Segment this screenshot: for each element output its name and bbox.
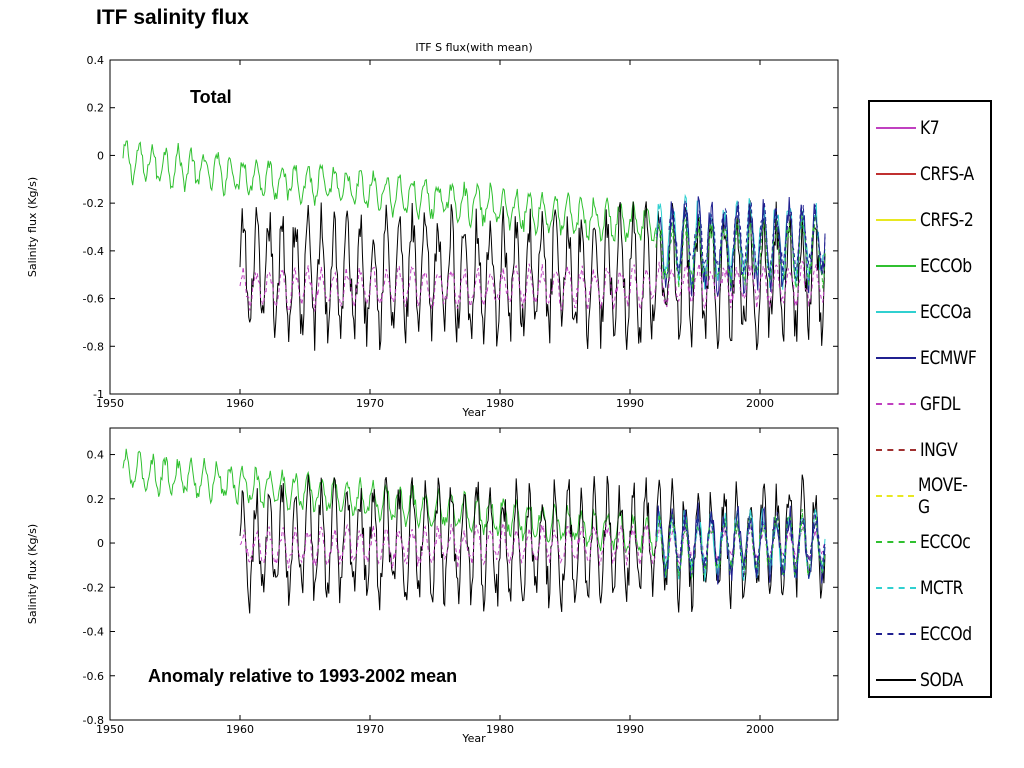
x-tick-label: 1980 — [486, 723, 514, 736]
legend-label: CRFS-2 — [920, 209, 974, 231]
legend-item-ingv: INGV — [876, 435, 966, 465]
y-tick-label: 0.4 — [87, 54, 105, 67]
legend-swatch — [876, 679, 916, 681]
y-tick-label: -0.4 — [83, 245, 104, 258]
legend-label: GFDL — [920, 393, 961, 415]
panel-top-annotation: Total — [190, 87, 232, 107]
legend-item-eccoa: ECCOa — [876, 297, 983, 327]
legend-item-crfs-a: CRFS-A — [876, 159, 986, 189]
legend-label: MOVE-G — [918, 474, 968, 518]
series-line-eccoc — [655, 211, 826, 290]
series-line-eccod — [668, 199, 826, 280]
legend-label: MCTR — [920, 577, 964, 599]
y-tick-label: 0.2 — [87, 493, 105, 506]
series-line-soda — [239, 474, 826, 614]
chart-panel-anomaly: 1950 1960 1970 1980 1990 2000 0.4 0.2 0 -0.2 -0.4 -… — [26, 427, 839, 745]
series-line-eccoc — [655, 508, 826, 580]
chart-title: ITF S flux(with mean) — [415, 41, 532, 54]
series-line-eccob — [122, 140, 657, 242]
legend-swatch — [876, 173, 916, 175]
y-tick-label: -0.6 — [83, 670, 104, 683]
x-tick-label: 1950 — [96, 397, 124, 410]
y-tick-label: -0.2 — [83, 581, 104, 594]
legend-swatch — [876, 265, 916, 267]
y-axis-label: Salinity flux (Kg/s) — [26, 524, 39, 624]
legend-swatch — [876, 449, 916, 451]
legend-swatch — [876, 633, 916, 635]
legend-swatch — [876, 311, 916, 313]
legend-item-k7: K7 — [876, 113, 944, 143]
x-tick-label: 1990 — [616, 723, 644, 736]
legend: K7 CRFS-A CRFS-2 ECCOb ECCOa ECMWF GFDL INGV MOV… — [868, 100, 992, 698]
legend-swatch — [876, 219, 916, 221]
legend-swatch — [876, 541, 916, 543]
legend-label: SODA — [920, 669, 963, 691]
x-tick-label: 1980 — [486, 397, 514, 410]
y-tick-label: -1 — [93, 388, 104, 401]
panel-bottom-annotation: Anomaly relative to 1993-2002 mean — [148, 666, 458, 686]
x-tick-label: 1960 — [226, 723, 254, 736]
x-tick-label: 1970 — [356, 397, 384, 410]
y-tick-label: 0 — [97, 537, 104, 550]
legend-item-crfs-2: CRFS-2 — [876, 205, 985, 235]
legend-label: ECMWF — [920, 347, 977, 369]
series-line-eccod — [668, 511, 826, 578]
series-line-ecmwf — [655, 502, 826, 585]
y-tick-label: 0.2 — [87, 102, 105, 115]
legend-item-eccob: ECCOb — [876, 251, 983, 281]
x-axis-label: Year — [461, 406, 486, 419]
legend-label: ECCOc — [920, 531, 971, 553]
legend-swatch — [876, 127, 916, 129]
x-tick-label: 1990 — [616, 397, 644, 410]
x-tick-label: 1960 — [226, 397, 254, 410]
legend-swatch — [876, 357, 916, 359]
y-tick-label: 0 — [97, 149, 104, 162]
y-tick-label: -0.6 — [83, 293, 104, 306]
series-line-gfdl — [239, 260, 826, 313]
legend-item-eccoc: ECCOc — [876, 527, 981, 557]
legend-item-mctr: MCTR — [876, 573, 972, 603]
y-tick-label: -0.2 — [83, 197, 104, 210]
plot-frame — [109, 59, 839, 395]
y-tick-label: -0.4 — [83, 626, 104, 639]
legend-item-move-g: MOVE-G — [876, 474, 990, 518]
legend-item-gfdl: GFDL — [876, 389, 969, 419]
legend-label: CRFS-A — [920, 163, 974, 185]
legend-swatch — [876, 587, 916, 589]
legend-item-eccod: ECCOd — [876, 619, 983, 649]
legend-label: ECCOd — [920, 623, 972, 645]
slide-title: ITF salinity flux — [96, 6, 249, 29]
x-axis-label: Year — [461, 732, 486, 745]
legend-swatch — [876, 495, 915, 497]
legend-swatch — [876, 403, 916, 405]
y-tick-label: -0.8 — [83, 340, 104, 353]
legend-item-soda: SODA — [876, 665, 972, 695]
x-tick-label: 2000 — [746, 723, 774, 736]
y-tick-label: 0.4 — [87, 449, 105, 462]
series-line-eccob — [122, 448, 657, 557]
x-tick-label: 1950 — [96, 723, 124, 736]
x-tick-label: 1970 — [356, 723, 384, 736]
x-tick-label: 2000 — [746, 397, 774, 410]
legend-label: K7 — [920, 117, 940, 139]
legend-label: INGV — [920, 439, 958, 461]
chart-panel-total: ITF S flux(with mean) 1950 1960 1970 1980 199… — [26, 41, 839, 419]
legend-label: ECCOb — [920, 255, 972, 277]
legend-item-ecmwf: ECMWF — [876, 343, 989, 373]
y-tick-label: -0.8 — [83, 714, 104, 727]
y-axis-label: Salinity flux (Kg/s) — [26, 177, 39, 277]
legend-label: ECCOa — [920, 301, 972, 323]
